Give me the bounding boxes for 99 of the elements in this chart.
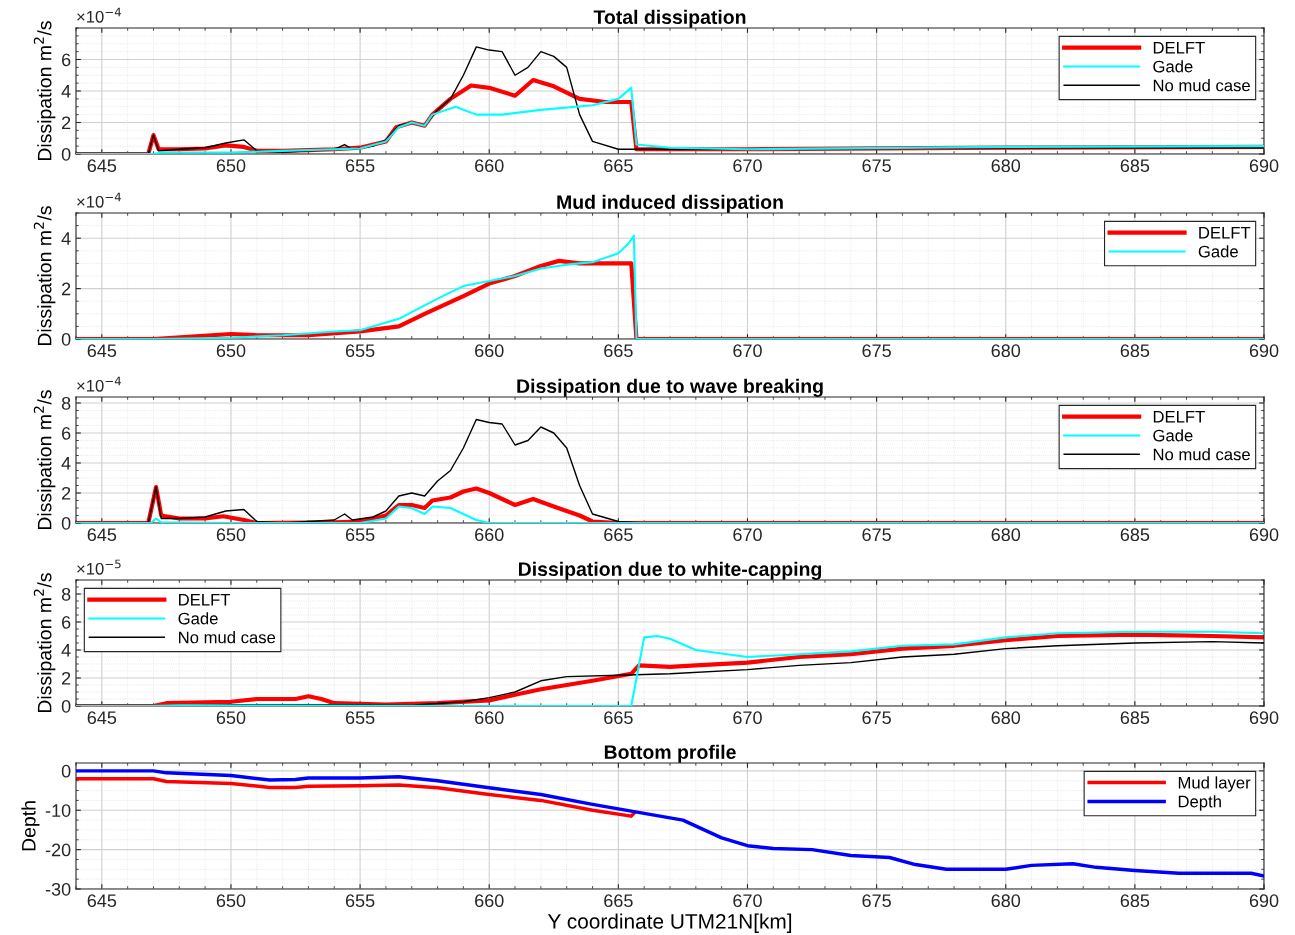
y-tick-label: 0 <box>61 332 71 346</box>
y-tick-label: 2 <box>62 671 71 685</box>
y-tick-label: 8 <box>61 396 71 410</box>
legend-label: DELFT <box>1153 41 1205 54</box>
legend-label: No mud case <box>179 631 276 644</box>
y-axis-title: Dissipation m$^{2}$/s <box>33 573 56 713</box>
x-tick-label: 690 <box>1249 528 1279 542</box>
legend-label: No mud case <box>1153 79 1250 92</box>
x-tick-label: 655 <box>345 159 375 173</box>
x-tick-label: 670 <box>733 528 762 542</box>
y-tick-label: 2 <box>62 116 71 130</box>
legend-label: DELFT <box>1199 226 1251 239</box>
y-tick-label: 0 <box>61 699 71 713</box>
x-tick-label: 670 <box>733 711 762 725</box>
x-tick-label: 650 <box>216 528 246 542</box>
legend-label: DELFT <box>179 593 231 606</box>
x-tick-label: 675 <box>862 159 891 173</box>
text: ×10$^{−4}$ <box>77 7 121 23</box>
legend-label: Gade <box>1153 60 1193 73</box>
x-tick-label: 675 <box>862 344 891 358</box>
y-tick-label: -30 <box>45 882 71 896</box>
x-tick-label: 685 <box>1120 344 1150 358</box>
chart-title: Bottom profile <box>604 744 736 763</box>
x-tick-label: 655 <box>345 711 375 725</box>
chart-title: Dissipation due to white-capping <box>519 561 822 580</box>
x-tick-label: 680 <box>991 894 1021 908</box>
legend-label: No mud case <box>1153 448 1250 461</box>
x-tick-label: 650 <box>216 159 246 173</box>
x-tick-label: 665 <box>604 159 633 173</box>
x-tick-label: 685 <box>1120 711 1150 725</box>
x-tick-label: 655 <box>345 894 375 908</box>
y-axis-title: Dissipation m$^{2}$/s <box>33 390 56 530</box>
y-axis-title: Dissipation m$^{2}$/s <box>33 21 56 161</box>
x-tick-label: 685 <box>1120 894 1150 908</box>
x-tick-label: 660 <box>475 344 504 358</box>
legend-label: Gade <box>178 612 218 625</box>
x-tick-label: 660 <box>475 528 504 542</box>
x-tick-label: 690 <box>1249 711 1279 725</box>
y-tick-label: -20 <box>45 843 71 857</box>
x-tick-label: 645 <box>87 528 117 542</box>
chart-title: Dissipation due to wave breaking <box>517 378 823 397</box>
y-tick-label: 4 <box>61 457 71 470</box>
y-axis-title: Depth <box>21 801 40 851</box>
x-tick-label: 665 <box>604 711 633 725</box>
x-tick-label: 645 <box>87 711 117 725</box>
y-tick-label: 6 <box>62 426 71 440</box>
legend-label: Depth <box>1178 795 1221 811</box>
x-tick-label: 660 <box>475 711 504 725</box>
x-tick-label: 650 <box>216 711 246 725</box>
x-tick-label: 655 <box>345 344 375 358</box>
legend-label: Gade <box>1198 245 1238 258</box>
text: ×10$^{−5}$ <box>77 559 121 575</box>
x-tick-label: 680 <box>991 711 1021 725</box>
y-tick-label: 4 <box>61 85 71 98</box>
legend-label: DELFT <box>1153 410 1205 423</box>
x-tick-label: 645 <box>87 159 117 173</box>
x-tick-label: 680 <box>991 159 1021 173</box>
y-tick-label: -10 <box>45 804 71 817</box>
text: ×10$^{−4}$ <box>77 192 121 208</box>
x-tick-label: 690 <box>1249 344 1279 358</box>
y-axis-title: Dissipation m$^{2}$/s <box>33 206 56 346</box>
x-tick-label: 690 <box>1249 894 1279 908</box>
chart-title: Mud induced dissipation <box>557 194 783 213</box>
x-tick-label: 675 <box>862 894 891 908</box>
y-tick-label: 4 <box>61 232 71 245</box>
x-tick-label: 660 <box>475 894 504 908</box>
y-tick-label: 2 <box>62 486 71 500</box>
x-tick-label: 665 <box>604 528 633 542</box>
x-tick-label: 645 <box>87 344 117 358</box>
x-tick-label: 665 <box>604 894 633 908</box>
y-tick-label: 6 <box>62 615 71 629</box>
x-tick-label: 675 <box>862 711 891 725</box>
x-tick-label: 690 <box>1249 159 1279 173</box>
y-tick-label: 6 <box>62 53 71 67</box>
y-tick-label: 2 <box>62 282 71 296</box>
y-tick-label: 0 <box>61 516 71 530</box>
x-tick-label: 650 <box>216 344 246 358</box>
x-axis-title: Y coordinate UTM21N[km] <box>547 913 792 933</box>
x-tick-label: 685 <box>1120 528 1150 542</box>
x-tick-label: 645 <box>87 894 117 908</box>
legend-label: Gade <box>1153 429 1193 442</box>
x-tick-label: 670 <box>733 894 762 908</box>
y-tick-label: 0 <box>61 147 71 161</box>
chart-title: Total dissipation <box>593 9 746 28</box>
x-tick-label: 660 <box>475 159 504 173</box>
legend-label: Mud layer <box>1178 776 1251 792</box>
x-tick-label: 650 <box>216 894 246 908</box>
x-tick-label: 685 <box>1120 159 1150 173</box>
x-tick-label: 670 <box>733 159 762 173</box>
x-tick-label: 655 <box>345 528 375 542</box>
y-tick-label: 8 <box>61 587 71 601</box>
y-tick-label: 0 <box>61 764 71 778</box>
x-tick-label: 670 <box>733 344 762 358</box>
x-tick-label: 675 <box>862 528 891 542</box>
x-tick-label: 680 <box>991 528 1021 542</box>
x-tick-label: 665 <box>604 344 633 358</box>
y-tick-label: 4 <box>61 644 71 657</box>
text: ×10$^{−4}$ <box>77 376 121 392</box>
x-tick-label: 680 <box>991 344 1021 358</box>
